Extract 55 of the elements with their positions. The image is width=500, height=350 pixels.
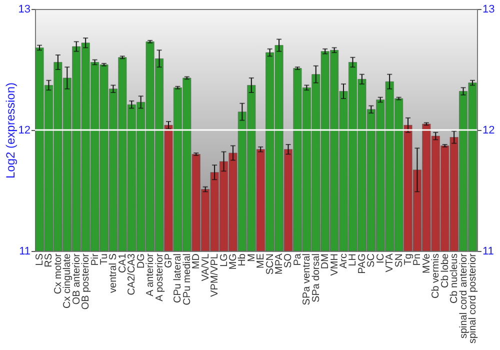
x-tick-label: DM: [320, 254, 332, 270]
x-tick-label: Cb lobe: [440, 253, 451, 288]
x-tick-label: Tg: [403, 254, 414, 266]
x-tick-label: SPa ventral: [302, 254, 313, 306]
x-tick-label: Cx cingulate: [62, 253, 74, 309]
x-tick-label: LH: [348, 254, 359, 266]
x-tick-label: VMH: [329, 254, 340, 276]
x-tick-label: CPu lateral: [172, 254, 184, 303]
x-tick-label: MVe: [421, 253, 432, 274]
x-tick-label: Hb: [237, 253, 248, 266]
x-tick-label: CPu medial: [182, 254, 193, 306]
x-tick-label: A anterior: [145, 252, 156, 296]
x-tick-label: IC: [375, 254, 386, 264]
x-tick-label: MG: [228, 253, 239, 270]
x-tick-label: A posterior: [154, 252, 166, 302]
x-tick-label: Pa: [292, 253, 304, 266]
x-tick-label: OB posterior: [80, 252, 92, 310]
x-tick-label: Arc: [338, 254, 350, 268]
x-tick-label: VPM/VPL: [210, 253, 221, 297]
y2-tick-label: 12: [482, 124, 495, 136]
x-tick-label: LS: [34, 253, 46, 266]
y-axis-title: Log2 (expression): [3, 82, 18, 179]
x-tick-label: spinal cord posterior: [467, 252, 478, 344]
y2-tick-label: 11: [482, 246, 494, 258]
x-tick-label: DG: [136, 253, 147, 268]
y-tick-label: 11: [19, 246, 30, 258]
x-tick-label: ME: [256, 253, 267, 268]
x-tick-label: ventral S: [108, 253, 120, 293]
x-tick-label: VTA: [384, 253, 396, 272]
x-tick-label: Cb vermis: [430, 254, 442, 299]
x-tick-label: GP: [163, 253, 174, 268]
x-tick-label: Cb nucleus: [449, 254, 460, 304]
x-tick-label: Pir: [90, 252, 101, 266]
x-tick-label: SC: [366, 254, 378, 268]
x-tick-label: SN: [394, 254, 405, 268]
x-tick-label: MD: [191, 254, 202, 270]
x-tick-label: SO: [283, 253, 294, 268]
x-tick-label: CA1: [117, 253, 128, 273]
x-tick-label: M: [246, 254, 258, 262]
x-tick-label: Cx motor: [52, 252, 64, 294]
y-tick-label: 12: [18, 124, 30, 136]
x-tick-label: MPA: [274, 253, 286, 274]
x-tick-label: SPa dorsal: [310, 254, 322, 302]
x-tick-label: OB anterior: [71, 252, 82, 305]
y-tick-label: 13: [18, 4, 30, 16]
x-tick-label: RS: [44, 253, 55, 268]
x-tick-label: SCN: [264, 254, 276, 275]
x-tick-label: Tu: [99, 254, 110, 265]
x-tick-label: PAG: [356, 253, 368, 274]
x-tick-label: VA/VL: [200, 253, 212, 282]
x-tick-label: CA2/CA3: [126, 253, 138, 296]
x-tick-label: spinal cord anterior: [458, 252, 470, 339]
y2-tick-label: 13: [482, 4, 495, 16]
x-tick-label: LG: [218, 253, 230, 267]
x-tick-label: Pn: [412, 254, 424, 266]
